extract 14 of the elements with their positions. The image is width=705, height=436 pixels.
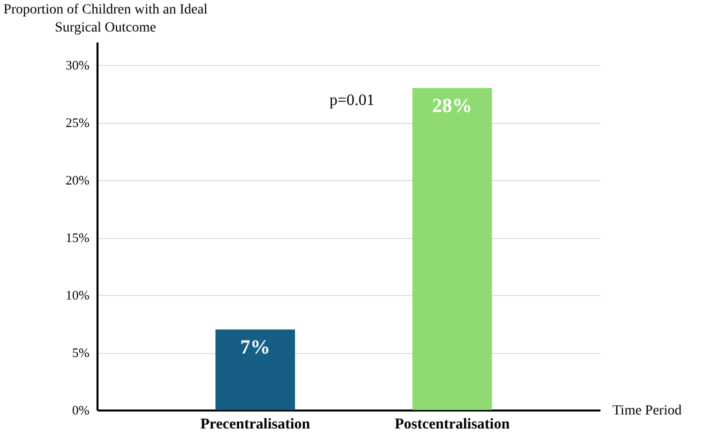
y-tick-label: 10% (66, 288, 90, 302)
data-label: 28% (432, 95, 472, 117)
y-tick-label: 5% (72, 345, 90, 360)
y-tick-label: 25% (66, 115, 90, 130)
y-tick-label: 0% (72, 402, 90, 418)
y-tick-label: 30% (66, 58, 90, 72)
y-axis-title: Proportion of Children with an Ideal Surgical Outcome (3, 2, 208, 36)
y-tick-label: 20% (66, 172, 90, 188)
y-tick-label: 15% (66, 230, 90, 245)
data-label: 7% (240, 336, 270, 358)
x-tick-label: Precentralisation (200, 416, 311, 432)
annotation: p=0.01 (329, 92, 375, 109)
x-axis-title: Time Period (612, 404, 682, 418)
x-tick-label: Postcentralisation (394, 416, 510, 432)
